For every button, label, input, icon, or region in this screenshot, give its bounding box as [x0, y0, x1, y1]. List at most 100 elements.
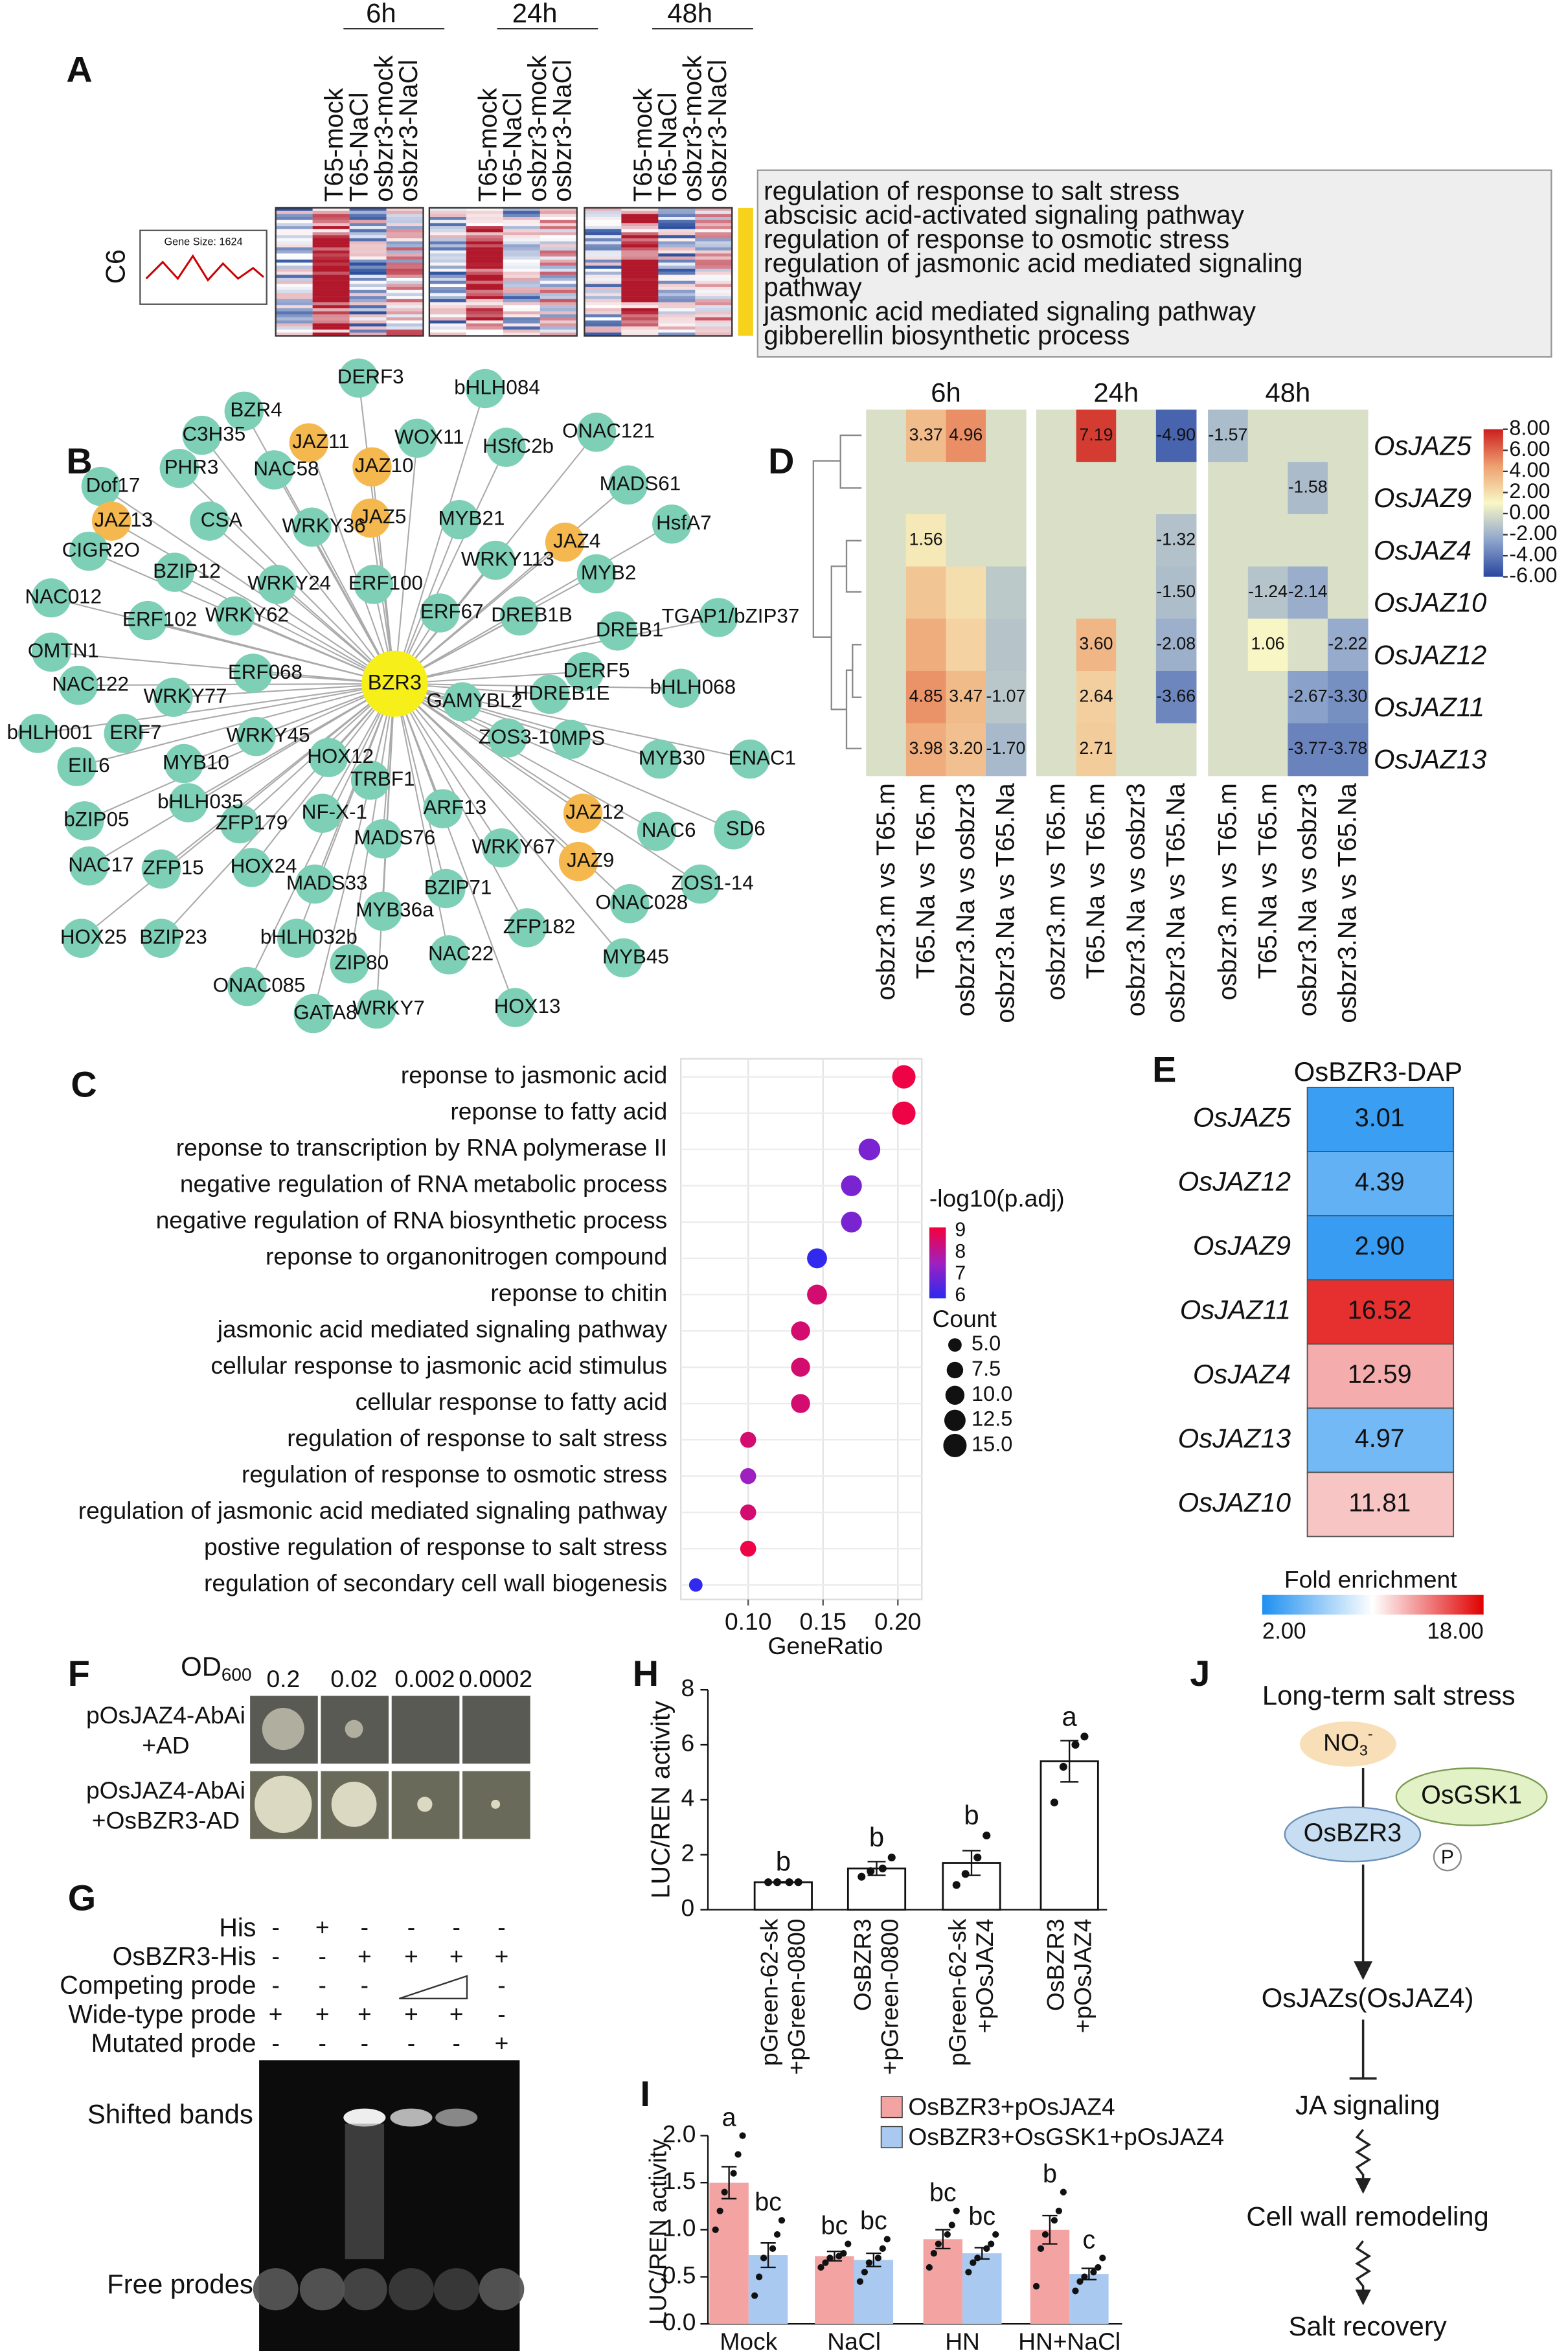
phospho-node — [1433, 1843, 1462, 1872]
cell-value: -2.67 — [1288, 686, 1328, 705]
data-point — [856, 2278, 864, 2285]
shifted-band — [343, 2108, 386, 2127]
tf-node — [363, 819, 403, 859]
tf-node — [236, 716, 276, 756]
heatmap-cell — [1116, 514, 1157, 567]
heatmap-stripe — [503, 320, 541, 324]
heatmap-stripe — [695, 217, 733, 220]
heatmap-stripe — [275, 250, 313, 254]
sig-letter: a — [1062, 1701, 1078, 1731]
heatmap-stripe — [503, 238, 541, 242]
node-label: PHR3 — [165, 456, 219, 479]
cell-value: 7.19 — [1079, 425, 1113, 444]
heatmap-stripe — [349, 232, 387, 236]
heatmap-stripe — [584, 250, 622, 254]
heatmap-stripe — [584, 256, 622, 260]
heatmap-stripe — [540, 214, 577, 218]
node-label: WRKY77 — [144, 685, 227, 707]
tf-node — [308, 738, 348, 777]
x-tick-label: HN+NaCl — [1018, 2328, 1120, 2351]
panel-label: J — [1190, 1653, 1210, 1694]
heatmap-stripe — [540, 223, 577, 227]
heatmap-cell — [866, 514, 907, 567]
tf-node — [155, 552, 195, 592]
data-point — [953, 2207, 960, 2214]
heatmap-stripe — [503, 226, 541, 229]
tf-node — [182, 415, 222, 455]
node-label: JAZ9 — [567, 848, 614, 871]
heatmap-stripe — [658, 235, 696, 239]
dot — [841, 1211, 862, 1232]
heatmap-stripe — [540, 287, 577, 290]
cell-value: -1.07 — [986, 686, 1025, 705]
heatmap-cell — [1288, 670, 1328, 724]
edge — [394, 683, 579, 862]
node-label: WRKY36 — [282, 514, 366, 537]
heatmap-stripe — [386, 266, 424, 269]
heatmap-stripe — [312, 284, 350, 288]
heatmap-stripe — [312, 296, 350, 300]
dilution: 0.002 — [394, 1665, 455, 1692]
cell-value: 2.64 — [1079, 686, 1113, 705]
data-point — [988, 2240, 995, 2247]
heatmap-stripe — [312, 293, 350, 297]
heatmap-stripe — [312, 253, 350, 257]
heatmap-stripe — [695, 314, 733, 318]
cell-value: -1.57 — [1208, 425, 1247, 444]
yeast-plate — [462, 1696, 530, 1764]
term-label: reponse to fatty acid — [450, 1098, 667, 1125]
heatmap-stripe — [658, 207, 696, 211]
heatmap-stripe — [349, 247, 387, 251]
heatmap-cell — [946, 462, 987, 515]
heatmap-stripe — [540, 317, 577, 321]
edge — [394, 388, 486, 685]
y-tick-label: 1.5 — [663, 2167, 696, 2194]
heatmap-cell — [1247, 514, 1289, 567]
heatmap-stripe — [312, 220, 350, 223]
comparison-label: osbzr3.Na vs osbzr3 — [951, 783, 980, 1016]
data-point — [1080, 1732, 1089, 1741]
colorbar-label: -2.00 — [1509, 521, 1557, 545]
heatmap-stripe — [275, 235, 313, 239]
heatmap-cell — [1208, 670, 1249, 724]
heatmap-stripe — [349, 275, 387, 278]
heatmap-stripe — [503, 256, 541, 260]
node-label: HDREB1E — [514, 681, 609, 704]
time-point: 48h — [667, 0, 712, 28]
heatmap-stripe — [429, 266, 467, 269]
tf-node — [104, 714, 144, 753]
go-term: pathway — [764, 272, 862, 302]
node-label: OMTN1 — [28, 639, 99, 662]
data-point — [760, 2254, 767, 2262]
edge — [394, 683, 701, 885]
heatmap-stripe — [695, 247, 733, 251]
heatmap-stripe — [466, 247, 504, 251]
edge — [161, 683, 396, 939]
sample-label: osbzr3-NaCl — [703, 60, 732, 202]
od-base: OD — [181, 1652, 222, 1682]
heatmap-stripe — [466, 317, 504, 321]
heatmap-stripe — [466, 223, 504, 227]
x-tick-label: 0.15 — [800, 1608, 846, 1635]
data-point — [764, 1878, 773, 1887]
heatmap-stripe — [621, 235, 659, 239]
data-point — [739, 2132, 746, 2139]
free-band — [479, 2268, 525, 2311]
heatmap-stripe — [540, 277, 577, 281]
heatmap-stripe — [312, 235, 350, 239]
heatmap-stripe — [429, 293, 467, 297]
heatmap-stripe — [349, 280, 387, 284]
bar — [1040, 1760, 1099, 1911]
y-tick-label: 8 — [681, 1674, 694, 1701]
colorbar-label: 18.00 — [1427, 1618, 1483, 1644]
heatmap-cell — [905, 670, 947, 724]
heatmap-stripe — [621, 247, 659, 251]
tf-node — [486, 427, 526, 467]
heatmap-stripe — [429, 280, 467, 284]
heatmap-stripe — [621, 226, 659, 229]
center-node — [361, 650, 428, 717]
sign: + — [495, 1942, 509, 1970]
heatmap-stripe — [429, 247, 467, 251]
edge — [51, 651, 395, 685]
tf-node — [57, 747, 97, 786]
